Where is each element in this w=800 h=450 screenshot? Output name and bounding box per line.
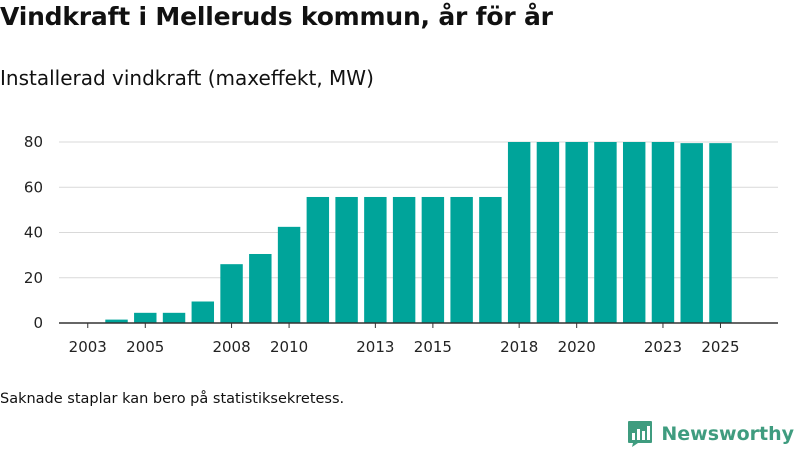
bar-2010 (277, 226, 301, 323)
bar-2005 (134, 312, 157, 323)
y-tick-label-60: 60 (24, 178, 43, 196)
y-tick-label-80: 80 (24, 133, 43, 151)
bar-2019 (536, 142, 560, 323)
x-tick-label-2020: 2020 (558, 338, 596, 356)
bar-2008 (220, 264, 243, 323)
x-tick-label-2005: 2005 (126, 338, 164, 356)
x-tick-label-2025: 2025 (701, 338, 739, 356)
bar-2013 (364, 196, 387, 323)
bar-2023 (651, 142, 675, 323)
bar-2016 (450, 196, 473, 323)
bar-2012 (335, 196, 358, 323)
bar-2009 (249, 253, 272, 323)
x-axis (59, 322, 778, 328)
bar-2006 (162, 312, 186, 323)
footnote: Saknade staplar kan bero på statistiksek… (0, 391, 345, 407)
newsworthy-logo-icon (628, 421, 653, 447)
y-tick-label-20: 20 (24, 269, 43, 287)
y-tick-label-40: 40 (24, 224, 43, 242)
chart-title: Vindkraft i Melleruds kommun, år för år (0, 2, 553, 31)
bar-2017 (479, 196, 502, 323)
bar-2018 (507, 142, 531, 323)
bars (105, 142, 732, 323)
bar-2007 (191, 301, 215, 323)
bar-2022 (622, 142, 646, 323)
x-tick-label-2013: 2013 (356, 338, 394, 356)
bar-2011 (306, 196, 330, 323)
x-tick-label-2010: 2010 (270, 338, 308, 356)
bar-2021 (594, 142, 617, 323)
y-axis-labels: 0 20 40 60 80 (24, 133, 43, 332)
bar-2015 (421, 196, 445, 323)
bar-2014 (392, 196, 416, 323)
brand[interactable]: Newsworthy (627, 419, 794, 449)
bar-2025 (709, 143, 732, 323)
x-tick-label-2008: 2008 (212, 338, 250, 356)
chart-subtitle: Installerad vindkraft (maxeffekt, MW) (0, 66, 374, 90)
y-tick-label-0: 0 (33, 314, 43, 332)
x-tick-label-2018: 2018 (500, 338, 538, 356)
bar-2020 (565, 142, 588, 323)
brand-name: Newsworthy (661, 423, 794, 445)
x-axis-labels: 2003 2005 2008 2010 2013 2015 2018 2020 2023 2025 (69, 338, 740, 356)
x-tick-label-2015: 2015 (414, 338, 452, 356)
x-tick-label-2023: 2023 (644, 338, 682, 356)
bar-2024 (680, 143, 703, 323)
x-tick-label-2003: 2003 (69, 338, 107, 356)
bar-2004 (105, 319, 128, 323)
